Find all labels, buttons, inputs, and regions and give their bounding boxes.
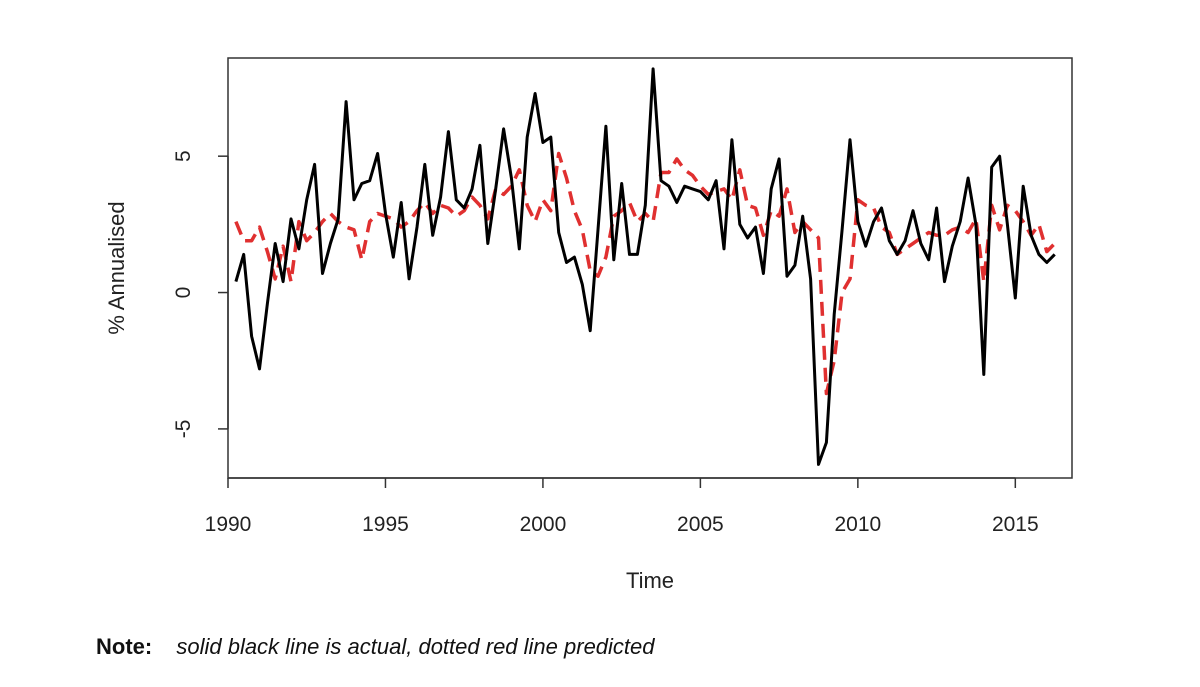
y-axis-title: % Annualised [104,201,129,334]
x-tick-label: 2010 [834,513,881,536]
note-text: solid black line is actual, dotted red l… [176,634,655,659]
x-axis-title: Time [626,568,674,593]
x-tick-label: 2005 [677,513,724,536]
chart-note: Note: solid black line is actual, dotted… [96,634,655,660]
actual-series-line [234,67,1056,466]
y-tick-label: -5 [172,420,195,439]
series-layer [234,67,1056,466]
x-tick-label: 1990 [205,513,252,536]
y-axis: -5 0 5 [172,150,229,439]
x-tick-label: 1995 [362,513,409,536]
y-tick-label: 0 [172,287,195,299]
y-tick-label: 5 [172,150,195,162]
x-tick-label: 2015 [992,513,1039,536]
x-axis: 1990 1995 2000 2005 2010 2015 [205,477,1039,536]
note-label: Note: [96,634,153,659]
x-tick-label: 2000 [520,513,567,536]
time-series-chart: 1990 1995 2000 2005 2010 2015 -5 0 5 Time % Ann… [104,57,1073,593]
